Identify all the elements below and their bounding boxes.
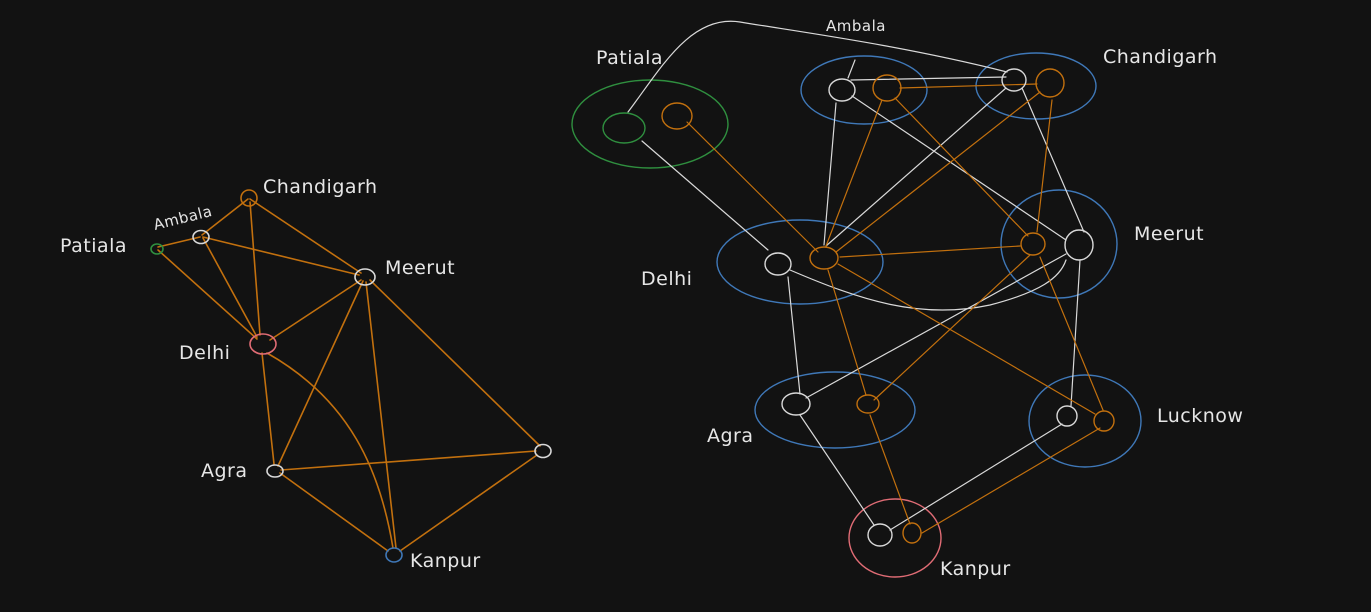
edge-o-agra-kanpur [869,414,911,525]
edge-o-ambala-chandigarh [899,83,1038,89]
node-patiala-b [661,102,693,130]
edge-o-meerut-lucknow [1039,256,1104,411]
edge-w-agra-kanpur [799,414,875,526]
node-kanpur-a [867,523,893,547]
edge-w-chandigarh-meerut [1021,87,1085,233]
node-meerut-a [1020,232,1046,256]
edge-meerut-delhi [269,279,362,341]
label-meerut: Meerut [385,257,455,279]
edge-ambala-chandigarh [201,198,249,236]
node-delhi-b [809,246,839,270]
edge-o-lucknow-kanpur [921,427,1101,534]
group-meerut [1000,189,1118,299]
node-lucknow-b [1093,410,1115,432]
right-graph-groups [571,52,1142,578]
label-kanpur: Kanpur [410,550,481,572]
label-patiala: Patiala [60,235,127,257]
label-delhi: Delhi [179,342,230,364]
label-meerut: Meerut [1134,223,1204,245]
edge-w-meerut-agra [805,253,1067,399]
label-delhi: Delhi [641,268,692,290]
edge-ambala-meerut [202,236,360,276]
edge-w-patiala-chandigarh [627,20,1008,113]
node-agra-a [781,392,811,416]
group-lucknow [1028,374,1142,468]
group-delhi [716,219,884,305]
edge-w-ambala-chandigarh [850,76,1007,81]
node-chandigarh-a [1001,68,1027,92]
node-lucknow [534,443,552,459]
edge-meerut-agra [277,280,364,467]
edge-w-lucknow-kanpur [889,423,1063,531]
edge-w-delhi-agra [787,276,801,395]
right-graph: Patiala Ambala Chandigarh Meerut Delhi A… [571,17,1243,580]
edge-w-ambala-delhi [823,102,837,246]
right-graph-labels: Patiala Ambala Chandigarh Meerut Delhi A… [596,17,1243,580]
label-agra: Agra [707,425,754,447]
edge-o-chandigarh-delhi [835,91,1041,253]
right-graph-white-edges [627,20,1085,531]
label-kanpur: Kanpur [940,558,1011,580]
edge-w-chandigarh-ambala-top [847,59,856,79]
node-delhi [249,333,277,355]
label-ambala: Ambala [826,17,886,35]
left-graph-edges [157,198,541,552]
edge-o-ambala-meerut [894,97,1029,237]
node-agra-b [856,394,880,414]
edge-w-patiala-delhi [641,140,769,251]
right-graph-nodes [602,68,1115,547]
node-patiala [150,243,164,255]
edge-lucknow-kanpur [399,454,538,552]
node-ambala-b [872,74,902,102]
group-kanpur [848,498,942,578]
group-ambala [800,55,928,125]
edge-o-delhi-agra [827,269,867,396]
node-delhi-a [764,252,792,276]
node-chandigarh-b [1035,68,1065,98]
left-graph: Patiala Ambala Chandigarh Meerut Delhi A… [60,176,552,572]
label-patiala: Patiala [596,47,663,69]
node-meerut [354,268,376,286]
edge-o-ambala-delhi [825,99,883,247]
label-chandigarh: Chandigarh [1103,46,1218,68]
edge-chandigarh-meerut [249,198,362,274]
node-kanpur [385,547,403,563]
label-lucknow: Lucknow [1157,405,1243,427]
left-graph-labels: Patiala Ambala Chandigarh Meerut Delhi A… [60,176,481,572]
edge-agra-kanpur [279,472,389,552]
edge-o-patiala-delhi [686,121,819,253]
label-ambala: Ambala [152,202,215,234]
edge-chandigarh-delhi [249,201,261,336]
edge-w-chandigarh-delhi [825,87,1007,247]
edge-o-delhi-meerut [839,245,1021,258]
edge-meerut-lucknow [369,279,541,447]
edge-o-meerut-agra [873,254,1031,401]
edge-agra-lucknow [280,450,537,471]
node-agra [266,464,284,478]
edge-o-chandigarh-meerut [1036,99,1053,233]
edge-w-meerut-lucknow [1070,259,1081,407]
label-agra: Agra [201,460,248,482]
node-ambala-a [828,78,856,102]
group-patiala [571,79,729,169]
edge-meerut-kanpur [365,281,397,549]
node-kanpur-b [902,522,922,544]
node-lucknow-a [1056,405,1078,427]
edge-patiala-delhi [157,249,258,340]
edge-w-delhi-meerut [789,259,1067,311]
node-patiala-a [602,112,646,144]
edge-delhi-kanpur [266,352,394,549]
edge-o-delhi-lucknow [837,263,1096,415]
edge-delhi-agra [261,352,275,465]
node-chandigarh [240,189,258,207]
group-agra [754,371,916,449]
edge-w-ambala-meerut [851,95,1067,241]
label-chandigarh: Chandigarh [263,176,378,198]
node-ambala [192,229,210,245]
right-graph-orange-edges [686,83,1104,534]
node-meerut-b [1064,229,1094,261]
edge-ambala-delhi [202,237,258,338]
left-graph-nodes [150,189,552,563]
